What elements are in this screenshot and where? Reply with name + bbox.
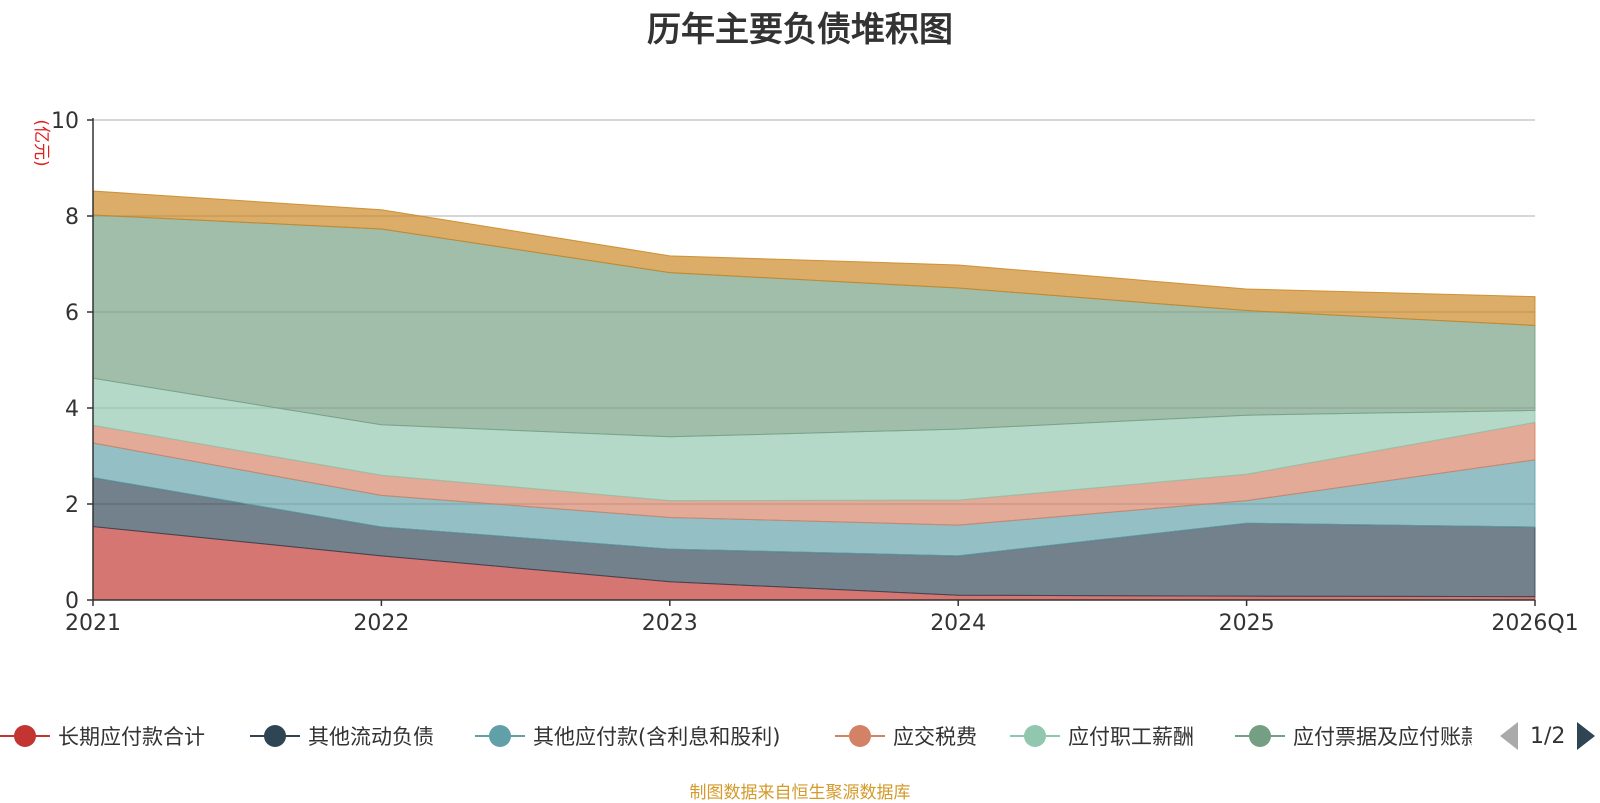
y-tick-label: 4 (65, 397, 79, 422)
legend-dot-icon (1249, 725, 1271, 747)
series-areas (93, 191, 1535, 600)
legend-label: 长期应付款合计 (58, 721, 205, 751)
legend-pager: 1/2 (1500, 718, 1595, 754)
legend-next-page-icon[interactable] (1577, 722, 1595, 750)
legend-item[interactable]: 应付票据及应付账款 (1235, 718, 1472, 754)
legend-marker-icon (0, 721, 50, 751)
legend-marker-icon (250, 721, 300, 751)
y-axis-label: (亿元) (31, 119, 51, 166)
legend-marker-icon (1010, 721, 1060, 751)
legend-marker-icon (475, 721, 525, 751)
y-tick-label: 8 (65, 205, 79, 230)
legend-dot-icon (1024, 725, 1046, 747)
legend-label: 其他流动负债 (308, 721, 434, 751)
legend: 长期应付款合计 其他流动负债 其他应付款(含利息和股利) 应交税费 应付职工薪酬 应付票据… (0, 718, 1600, 754)
legend-item[interactable]: 其他应付款(含利息和股利) (475, 718, 780, 754)
x-tick-label: 2024 (930, 611, 986, 636)
legend-marker-icon (1235, 721, 1285, 751)
legend-dot-icon (849, 725, 871, 747)
legend-dot-icon (14, 725, 36, 747)
legend-prev-page-icon[interactable] (1500, 722, 1518, 750)
y-tick-label: 2 (65, 493, 79, 518)
legend-item[interactable]: 其他流动负债 (250, 718, 434, 754)
legend-dot-icon (489, 725, 511, 747)
x-tick-label: 2026Q1 (1491, 611, 1578, 636)
legend-label: 其他应付款(含利息和股利) (533, 721, 780, 751)
legend-item[interactable]: 应付职工薪酬 (1010, 718, 1194, 754)
legend-label: 应付票据及应付账款 (1293, 721, 1472, 751)
legend-page-indicator: 1/2 (1530, 724, 1565, 749)
data-source-note: 制图数据来自恒生聚源数据库 (0, 778, 1600, 803)
legend-item[interactable]: 长期应付款合计 (0, 718, 205, 754)
legend-marker-icon (835, 721, 885, 751)
legend-label: 应付职工薪酬 (1068, 721, 1194, 751)
y-tick-label: 10 (51, 109, 79, 134)
x-tick-label: 2025 (1219, 611, 1275, 636)
legend-dot-icon (264, 725, 286, 747)
x-tick-label: 2022 (353, 611, 409, 636)
x-tick-label: 2021 (65, 611, 121, 636)
x-tick-label: 2023 (642, 611, 698, 636)
legend-item[interactable]: 应交税费 (835, 718, 977, 754)
legend-label: 应交税费 (893, 721, 977, 751)
area-series (93, 215, 1535, 437)
y-tick-label: 6 (65, 301, 79, 326)
